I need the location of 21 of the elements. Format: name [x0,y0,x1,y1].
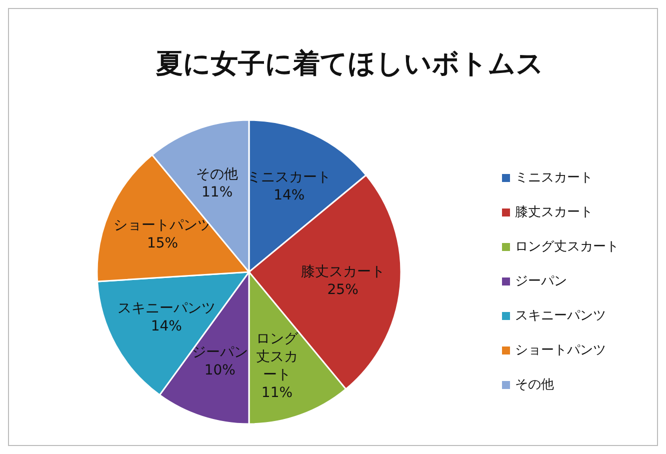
chart-title: 夏に女子に着てほしいボトムス [155,48,544,80]
legend-label: スキニーパンツ [515,308,606,324]
legend-label: ミニスカート [515,170,593,186]
slice-label: ジーパン [192,344,248,361]
legend-label: ロング丈スカート [515,240,619,254]
slice-label: 膝丈スカート [300,264,385,280]
legend-label: その他 [515,378,554,392]
data-label: 11% [260,384,294,402]
slice-label: ミニスカート [247,170,332,186]
legend-label: ジーパン [515,274,567,289]
data-label: 15% [146,236,178,252]
slice-label: その他 [196,166,238,182]
legend-label: ショートパンツ [515,343,606,358]
legend-label: 膝丈スカート [515,205,593,220]
data-label: 25% [327,282,358,298]
slice-label: ロング丈スカート [254,330,300,384]
slice-label: スキニーパンツ [117,300,216,316]
data-label: 14% [274,188,305,204]
data-label: 10% [204,362,236,379]
data-label: 11% [202,184,233,200]
data-label: 14% [150,318,182,334]
